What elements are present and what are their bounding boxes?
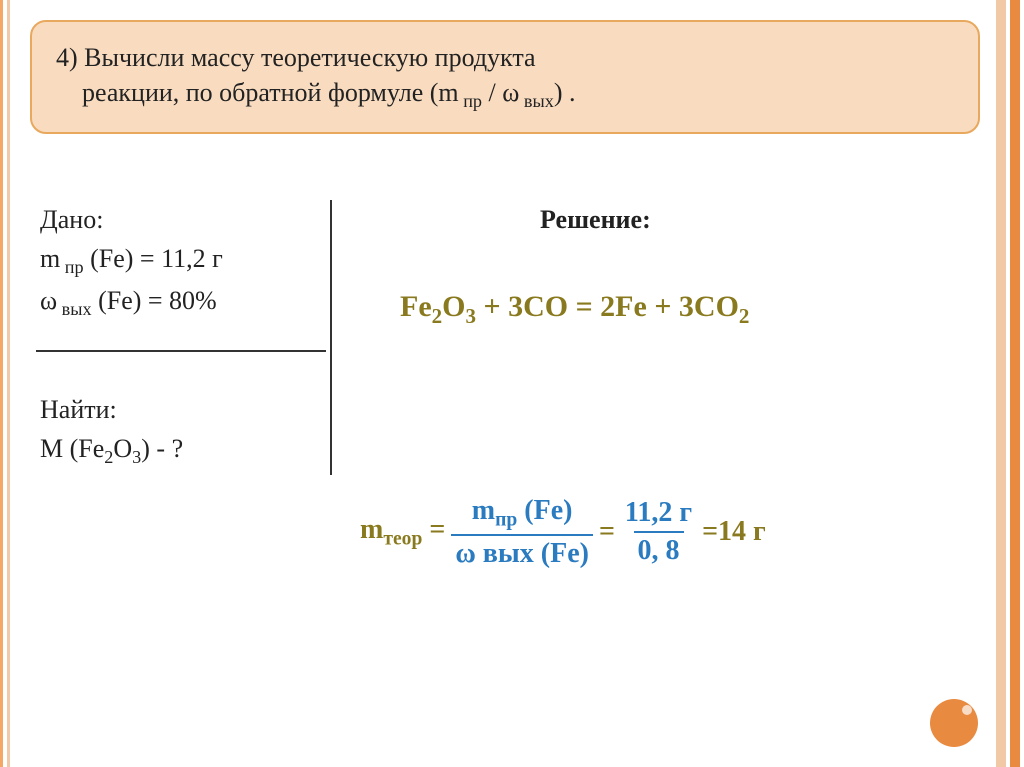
step-title: 4) Вычисли массу теоретическую продукта … [56,40,954,114]
find-header: Найти: [40,390,183,429]
find-block: Найти: M (Fe2O3) - ? [40,390,183,471]
calculation-line: mтеор = mпр (Fe) ω вых (Fe) = 11,2 г 0, … [360,495,766,570]
horizontal-divider [36,350,326,352]
given-header: Дано: [40,200,223,239]
given-line-1: m пр (Fe) = 11,2 г [40,239,223,281]
find-line-1: M (Fe2O3) - ? [40,429,183,471]
right-accent-bar [996,0,1024,767]
solution-header: Решение: [540,205,651,235]
vertical-divider [330,200,332,475]
step-title-box: 4) Вычисли массу теоретическую продукта … [30,20,980,134]
decorative-circle [930,699,978,747]
step-number: 4) [56,43,78,72]
left-accent-bar [0,0,10,767]
given-block: Дано: m пр (Fe) = 11,2 г ω вых (Fe) = 80… [40,200,223,324]
chemical-equation: Fe2O3 + 3CO = 2Fe + 3CO2 [400,290,749,329]
given-line-2: ω вых (Fe) = 80% [40,281,223,323]
